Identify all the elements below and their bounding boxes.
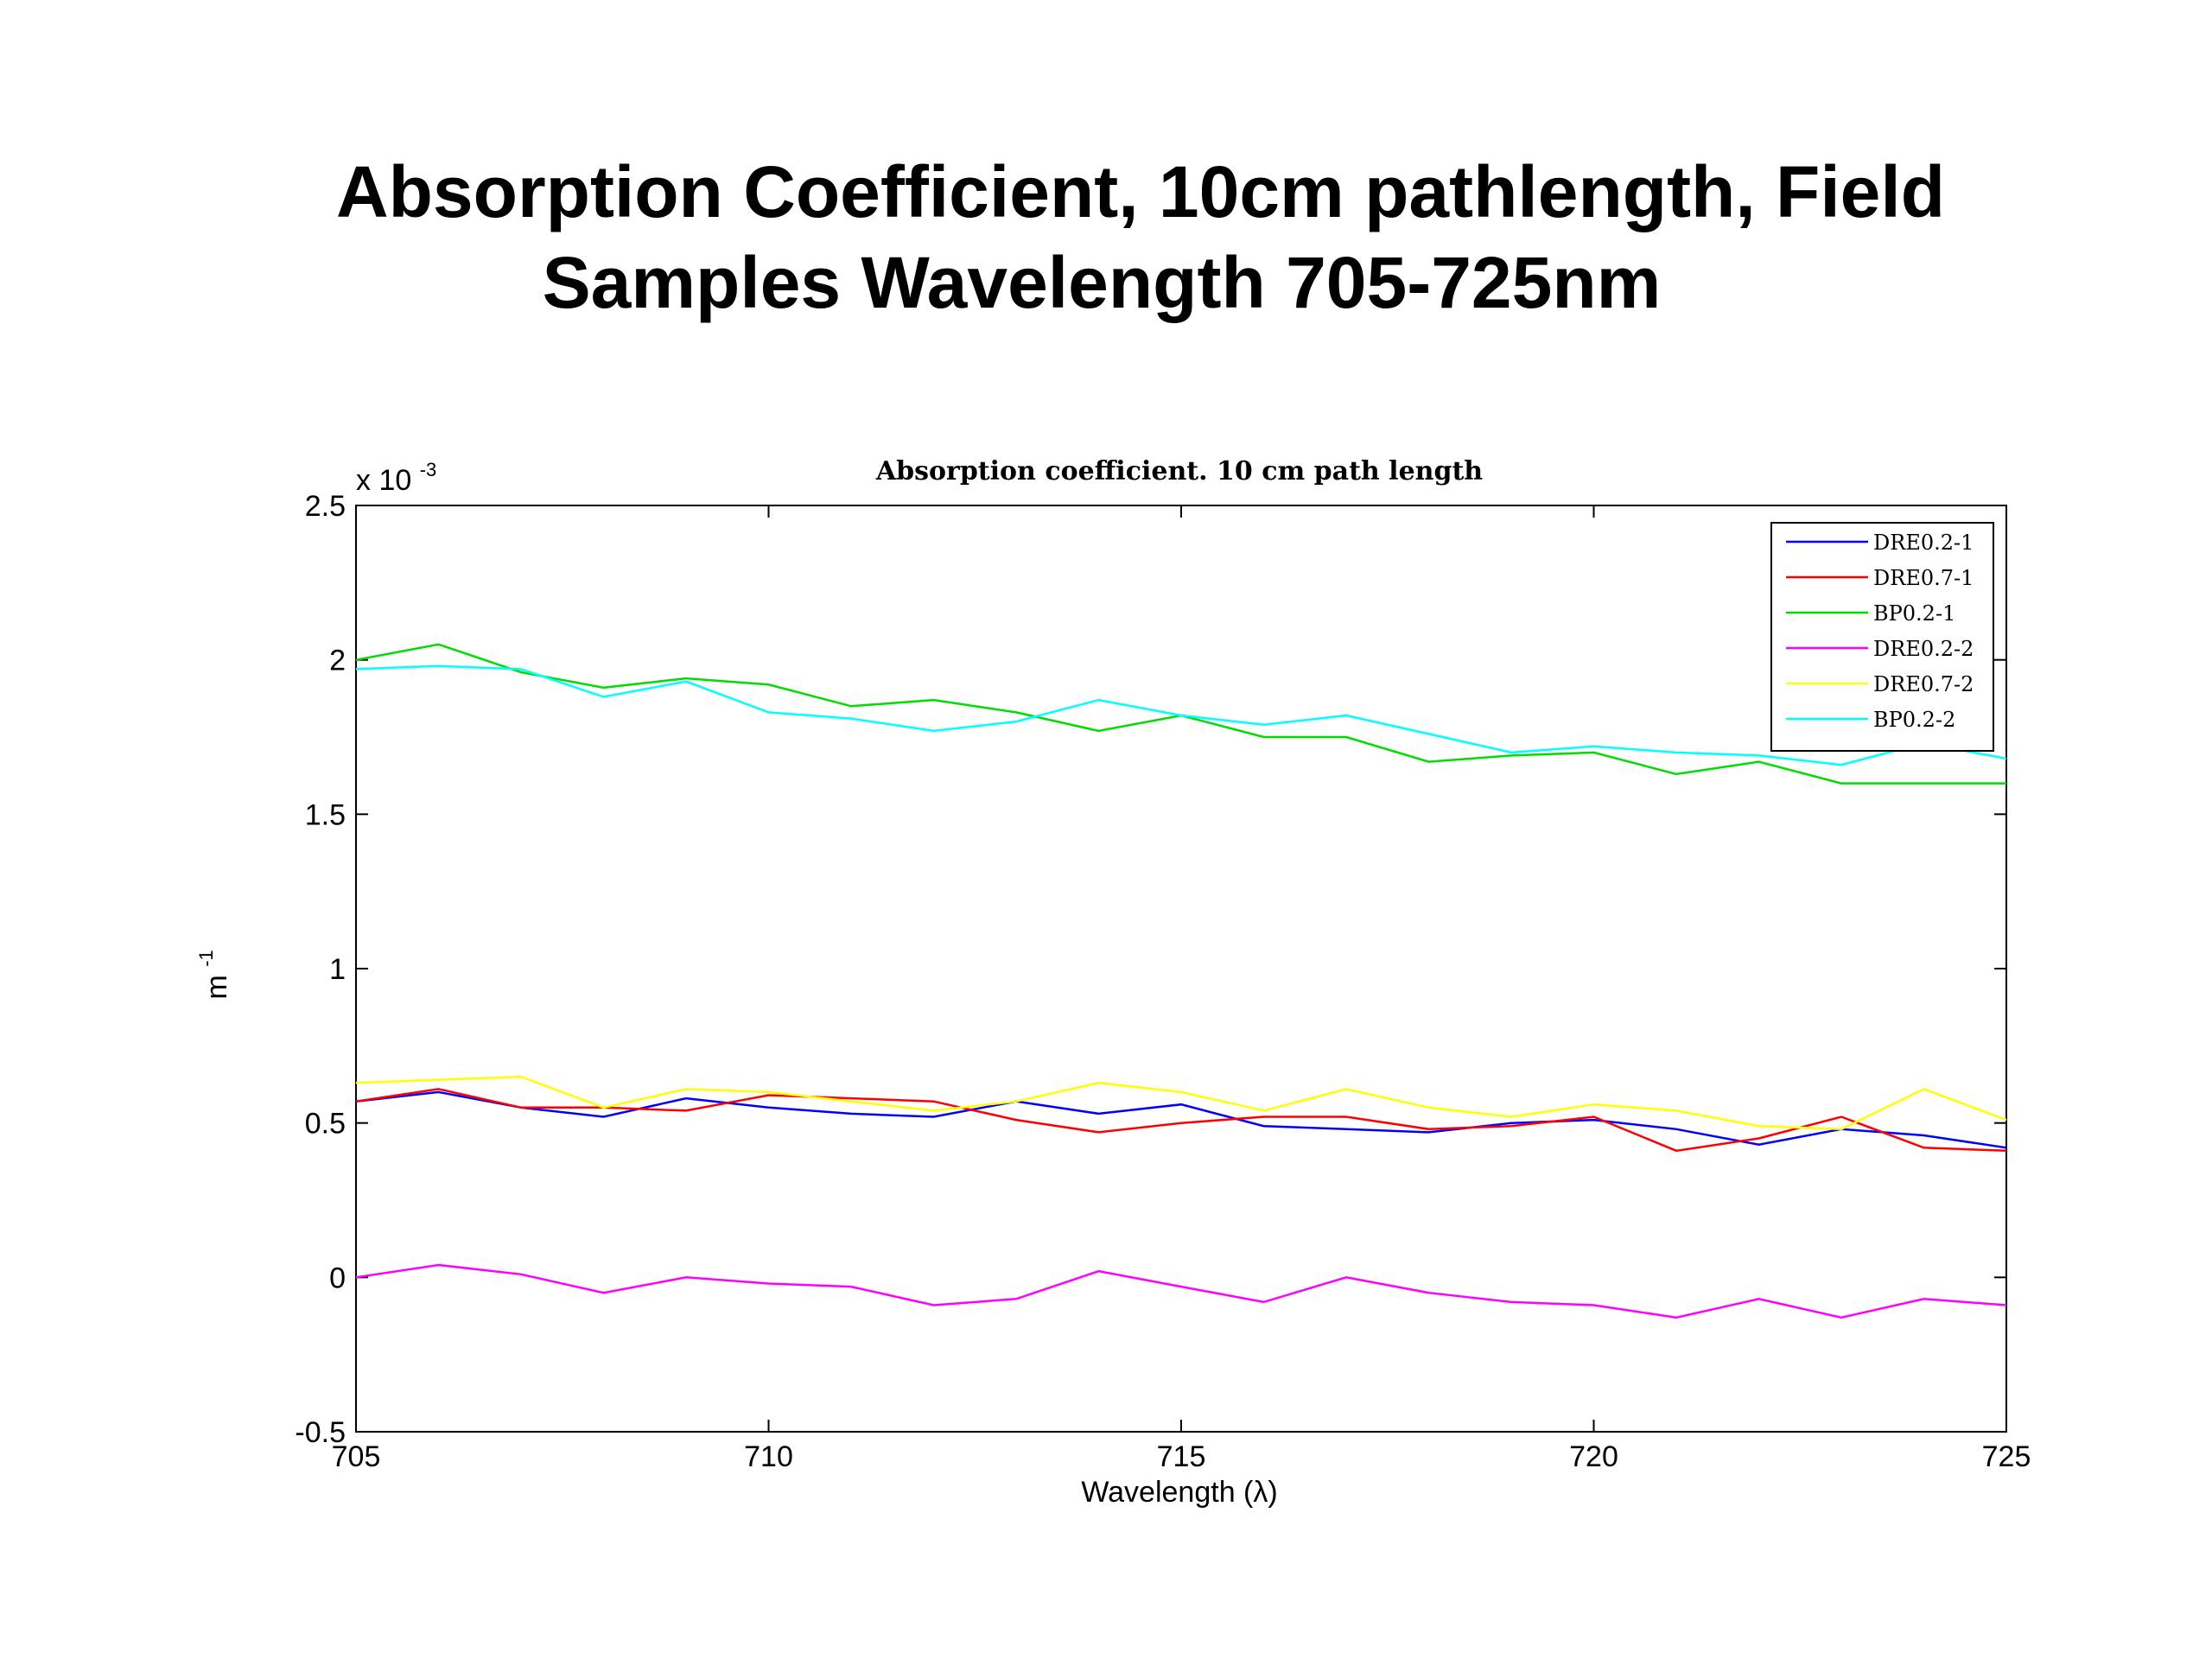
legend: DRE0.2-1 DRE0.7-1 BP0.2-1 DRE0.2-2 DRE0.7-2 B… [1770,522,1994,752]
legend-box [1770,522,1994,752]
x-tick-label: 710 [744,1440,793,1473]
y-scale-exponent: -3 [420,459,437,480]
y-axis-title-base: m [200,975,233,999]
x-tick-label: 725 [1982,1440,2031,1473]
legend-label: DRE0.2-1 [1873,531,1974,555]
plot-area: 705 710 715 720 725 -0.5 0 0.5 1 1.5 2 2.5 [295,490,2031,1473]
y-tick-label: 0 [329,1262,346,1294]
y-scale-base: x 10 [356,464,411,497]
svg-text:m -1: m -1 [195,950,233,999]
y-tick-label: -0.5 [295,1416,346,1449]
legend-label: DRE0.7-1 [1873,566,1974,590]
legend-label: DRE0.7-2 [1873,672,1974,696]
series-line-dre0-7-1 [355,1088,2007,1153]
legend-label: BP0.2-1 [1873,601,1955,626]
x-tick-label: 720 [1569,1440,1618,1473]
y-tick-label: 1 [329,953,346,986]
x-tick-label: 705 [332,1440,381,1473]
svg-text:x 10 -3: x 10 -3 [356,459,436,497]
y-axis-title-superscript: -1 [195,950,217,967]
legend-label: DRE0.2-2 [1873,637,1974,661]
legend-label: BP0.2-2 [1873,708,1955,732]
series-line-dre0-7-2 [355,1075,2007,1131]
y-tick-label: 2 [329,645,346,677]
x-axis-title: Wavelength (λ) [1081,1476,1277,1509]
y-tick-label: 0.5 [305,1108,346,1141]
y-tick-label: 2.5 [305,490,346,523]
y-scale-factor: x 10 -3 [356,459,436,497]
x-tick-label: 715 [1157,1440,1206,1473]
series-line-bp0-2-2 [355,664,2007,766]
y-axis-title: m -1 [195,950,233,999]
series-line-dre0-2-1 [355,1090,2007,1149]
series-line-dre0-2-2 [355,1263,2007,1319]
axes-box [355,505,2007,1433]
y-tick-label: 1.5 [305,798,346,831]
slide-title-line-1: Absorption Coefficient, 10cm pathlength,… [335,151,1946,232]
slide-title-line-2: Samples Wavelength 705-725nm [542,242,1662,323]
plot-title: Absorption coefficient. 10 cm path lengt… [875,456,1483,486]
